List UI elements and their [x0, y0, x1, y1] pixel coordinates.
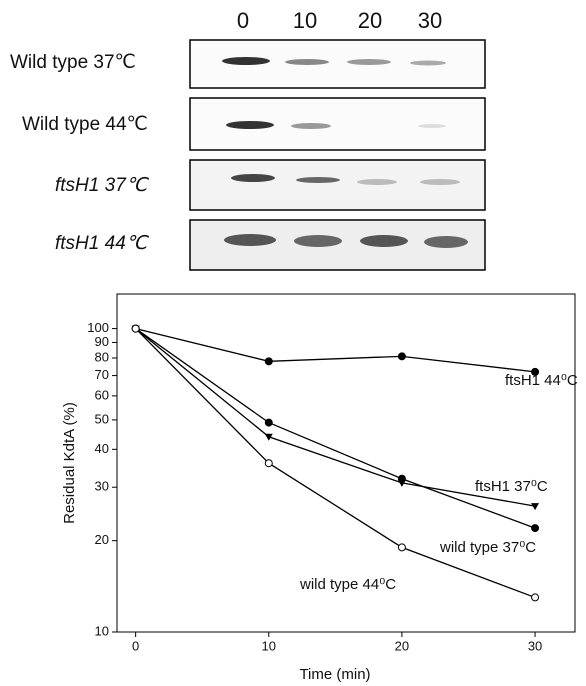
y-tick-label: 50: [95, 411, 109, 426]
band: [231, 174, 275, 182]
figure: 0 10 20 30 Wild type 37℃ Wild type 44℃ f…: [0, 0, 586, 686]
band: [420, 179, 460, 185]
x-tick-label: 20: [395, 638, 409, 653]
series-line: [136, 329, 535, 372]
x-tick-label: 10: [262, 638, 276, 653]
lane-label: 10: [293, 8, 317, 33]
marker: [265, 419, 272, 426]
band: [224, 234, 276, 246]
row-label: Wild type 37℃: [10, 52, 136, 73]
band: [424, 236, 468, 248]
y-tick-label: 40: [95, 441, 109, 456]
series-label: wild type 37⁰C: [439, 539, 536, 556]
y-tick-label: 30: [95, 479, 109, 494]
band: [294, 235, 342, 247]
band: [360, 235, 408, 247]
band: [296, 177, 340, 183]
marker: [398, 544, 405, 551]
y-tick-label: 100: [87, 320, 109, 335]
lane-label: 30: [418, 8, 442, 33]
marker: [265, 358, 272, 365]
band: [347, 59, 391, 65]
band: [418, 124, 446, 128]
marker: [398, 353, 405, 360]
series-line: [136, 329, 535, 598]
band: [357, 179, 397, 185]
y-tick-label: 90: [95, 334, 109, 349]
band: [226, 121, 274, 129]
band: [291, 123, 331, 129]
band: [285, 59, 329, 65]
y-tick-label: 70: [95, 367, 109, 382]
y-tick-label: 80: [95, 349, 109, 364]
blot: 0 10 20 30 Wild type 37℃ Wild type 44℃ f…: [10, 8, 485, 270]
y-tick-label: 60: [95, 387, 109, 402]
lane-label: 0: [237, 8, 249, 33]
marker: [531, 503, 539, 510]
series-label: ftsH1 44⁰C: [505, 372, 578, 389]
row-label: Wild type 44℃: [22, 114, 148, 135]
marker: [265, 460, 272, 467]
row-label: ftsH1 37℃: [55, 175, 150, 196]
marker: [532, 525, 539, 532]
y-tick-label: 10: [95, 623, 109, 638]
marker: [132, 325, 139, 332]
page: 0 10 20 30 Wild type 37℃ Wild type 44℃ f…: [0, 0, 586, 686]
y-axis-label: Residual KdtA (%): [61, 402, 78, 524]
band: [222, 57, 270, 65]
blot-panel: [190, 160, 485, 210]
series-label: ftsH1 37⁰C: [475, 478, 548, 495]
x-tick-label: 30: [528, 638, 542, 653]
row-label: ftsH1 44℃: [55, 233, 150, 254]
band: [410, 61, 446, 66]
marker: [398, 475, 405, 482]
lane-label: 20: [358, 8, 382, 33]
marker: [532, 594, 539, 601]
x-tick-label: 0: [132, 638, 139, 653]
y-tick-label: 20: [95, 532, 109, 547]
series-label: wild type 44⁰C: [299, 576, 396, 593]
x-axis-label: Time (min): [299, 666, 370, 683]
